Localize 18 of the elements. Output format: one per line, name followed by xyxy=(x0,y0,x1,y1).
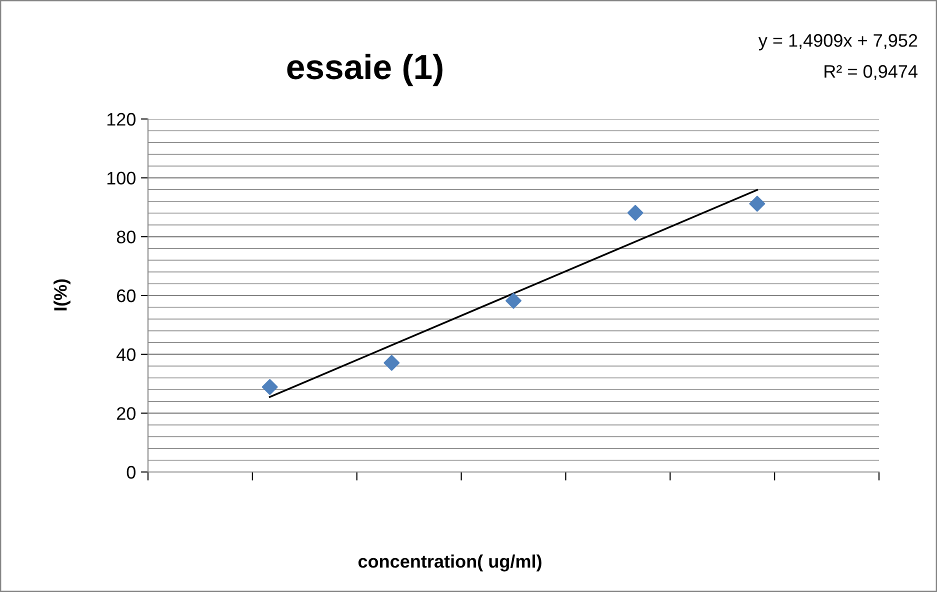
point xyxy=(506,292,522,309)
y-tick-label: 20 xyxy=(117,407,136,420)
text: y = 1,4909x + 7,952 xyxy=(758,34,918,50)
y-tick-label: 0 xyxy=(126,466,136,479)
point xyxy=(262,379,278,395)
x-axis-title: concentration( ug/ml) xyxy=(358,554,542,572)
y-tick-label: 120 xyxy=(107,112,136,126)
y-tick-label: 100 xyxy=(107,172,136,185)
y-tick-label: 40 xyxy=(116,348,136,362)
y-tick-label: 80 xyxy=(116,230,136,244)
y-tick-label: 60 xyxy=(117,289,136,302)
chart-title: essaie (1) xyxy=(287,54,442,86)
line-series xyxy=(268,188,758,398)
text: R² = 0,9474 xyxy=(824,65,918,80)
point xyxy=(627,204,644,221)
point xyxy=(749,196,766,212)
point xyxy=(384,354,400,371)
y-axis-title: I(%) xyxy=(54,279,70,310)
